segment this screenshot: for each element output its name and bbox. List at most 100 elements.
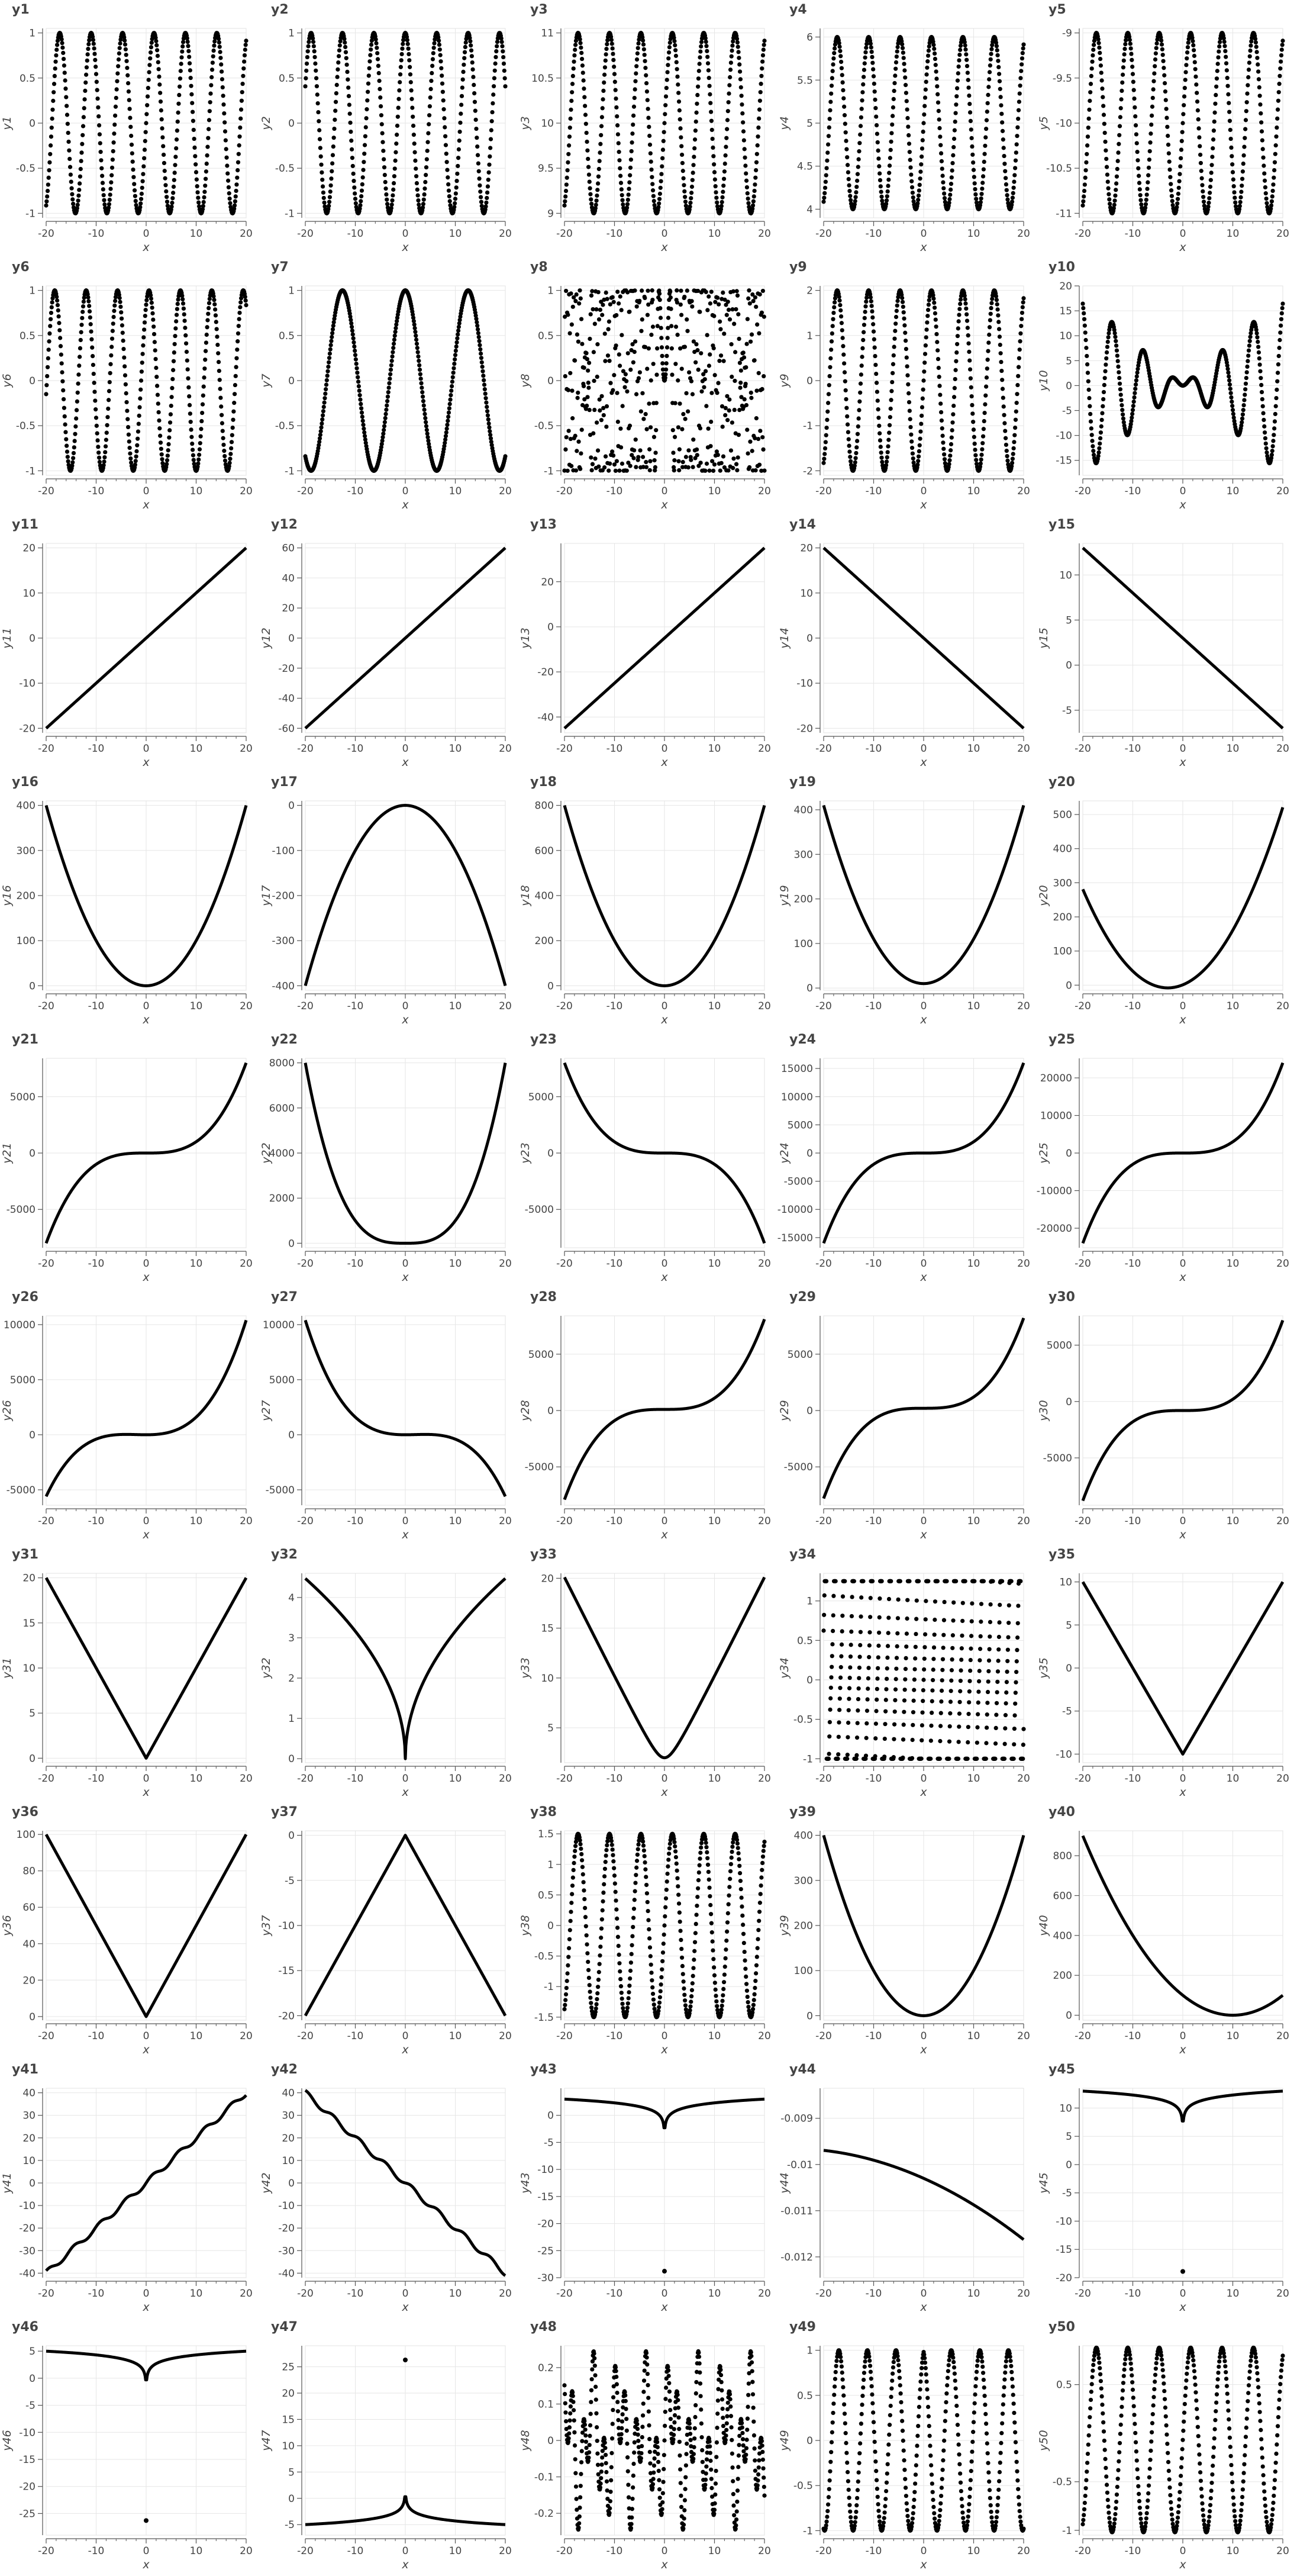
data-point (56, 314, 61, 319)
x-tick-label: 20 (499, 743, 512, 755)
data-point (631, 456, 636, 461)
data-point (190, 442, 195, 446)
data-point (723, 413, 728, 418)
data-point (695, 101, 699, 106)
data-point (826, 401, 831, 405)
data-point (1274, 395, 1279, 401)
data-point (417, 359, 421, 363)
data-point (603, 359, 608, 363)
data-point (1089, 426, 1093, 431)
data-point (80, 310, 85, 314)
data-point (721, 359, 726, 363)
data-point (744, 342, 749, 346)
data-point (61, 56, 66, 62)
data-point (124, 59, 129, 63)
data-point (215, 342, 220, 347)
data-point (831, 317, 835, 321)
data-point (608, 381, 613, 385)
data-point (329, 339, 334, 343)
data-point (204, 332, 209, 337)
data-point (653, 465, 657, 469)
chart-title: y8 (530, 260, 548, 275)
data-point (704, 289, 708, 294)
data-point (751, 194, 756, 199)
data-point (633, 288, 637, 293)
data-point (357, 388, 362, 393)
data-point (331, 323, 335, 328)
data-point (376, 63, 380, 68)
data-point (876, 407, 880, 412)
data-point (625, 197, 630, 202)
data-point (61, 50, 66, 55)
data-point (1102, 382, 1106, 388)
data-point (590, 289, 595, 294)
data-point (174, 146, 179, 151)
data-point (610, 449, 615, 454)
data-point (319, 162, 324, 167)
data-point (356, 379, 361, 384)
data-point (418, 372, 422, 376)
data-point (983, 402, 988, 407)
data-point (139, 369, 144, 374)
data-point (1255, 56, 1260, 60)
data-point (874, 381, 879, 385)
data-point (1272, 419, 1277, 424)
data-point (318, 433, 322, 437)
data-point (1017, 347, 1022, 352)
data-point (205, 318, 210, 323)
data-point (1246, 353, 1251, 358)
x-axis-label: x (919, 756, 927, 769)
data-point (1192, 60, 1197, 65)
data-point (132, 188, 137, 193)
data-point (93, 65, 98, 69)
data-point (1130, 408, 1135, 413)
data-point (657, 298, 662, 302)
data-point (485, 195, 489, 201)
data-point (931, 39, 935, 44)
data-point (407, 58, 412, 63)
data-point (122, 364, 127, 369)
data-point (948, 448, 953, 453)
data-point (442, 444, 447, 449)
data-point (1232, 418, 1237, 423)
data-point (905, 115, 910, 121)
data-point (643, 411, 648, 417)
data-point (1224, 54, 1228, 59)
data-point (570, 388, 575, 393)
data-point (891, 371, 895, 375)
data-point (657, 197, 662, 201)
data-point (462, 56, 467, 60)
data-point (1137, 173, 1141, 178)
data-point (949, 435, 954, 440)
data-point (362, 152, 367, 156)
data-point (196, 457, 201, 462)
data-point (596, 166, 601, 172)
data-point (158, 440, 163, 445)
data-point (693, 119, 698, 124)
data-point (964, 306, 969, 311)
data-point (727, 408, 731, 413)
data-point (1114, 339, 1118, 343)
data-point (318, 146, 322, 150)
data-point (672, 458, 677, 463)
data-point (107, 197, 112, 202)
data-point (1269, 206, 1273, 211)
data-point (691, 163, 696, 168)
data-point (393, 150, 398, 154)
data-point (982, 418, 986, 424)
data-point (963, 47, 968, 52)
data-point (641, 455, 646, 459)
data-point (75, 206, 79, 211)
data-point (644, 427, 649, 432)
data-point (217, 40, 221, 45)
data-point (1254, 327, 1259, 332)
data-point (934, 331, 939, 337)
data-point (395, 123, 400, 128)
data-point (380, 131, 385, 136)
data-point (450, 375, 455, 379)
data-point (567, 143, 572, 148)
data-point (79, 330, 83, 334)
data-point (650, 188, 656, 193)
data-point (183, 333, 188, 338)
